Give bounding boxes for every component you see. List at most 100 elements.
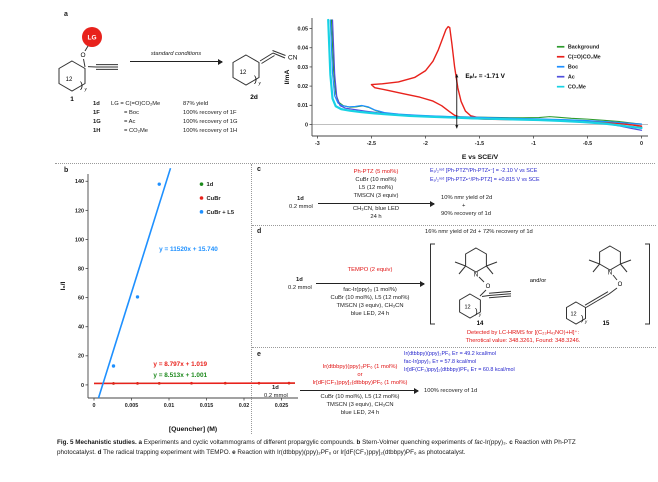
svg-text:Boc: Boc <box>568 65 578 71</box>
svg-text:0.02: 0.02 <box>298 84 309 90</box>
methyl-3 <box>486 261 498 267</box>
allene-double-2a <box>585 300 598 308</box>
svg-text:140: 140 <box>75 179 84 185</box>
n-atom-label: N <box>474 273 478 279</box>
substrate-amount-c: 0.2 mmol <box>289 204 313 210</box>
methyl-4 <box>486 265 494 275</box>
reagent-l5-c: L5 (12 mol%) <box>358 185 394 191</box>
allene-double-1a <box>259 52 274 62</box>
row-1d-lg: LG = C(=O)CO₂Me <box>111 101 161 107</box>
allene-double-2a <box>272 52 286 59</box>
ring-size-label: 12 <box>464 305 470 311</box>
compound-15-label: 15 <box>603 321 610 327</box>
row-1g-lg: = Ac <box>124 119 136 125</box>
lg-badge-circle <box>82 27 102 47</box>
substrate-e: 1d <box>272 385 279 391</box>
result-c-plus: + <box>462 203 466 209</box>
svg-text:0.03: 0.03 <box>298 65 309 71</box>
alkyne-line-2 <box>488 293 512 296</box>
reagent-cubr-c: CuBr (10 mol%) <box>355 177 397 183</box>
svg-text:E vs SCE/V: E vs SCE/V <box>462 154 499 161</box>
svg-text:Eₚ/₂ = -1.71 V: Eₚ/₂ = -1.71 V <box>465 73 505 80</box>
compound-1-label: 1 <box>70 96 74 103</box>
methyl-1 <box>454 261 466 267</box>
stern-volmer-chart: 0 0.005 0.01 0.015 0.02 0.025 0 20 40 60 80 100 120 1… <box>60 167 298 433</box>
reaction-arrow-c <box>318 200 435 207</box>
methyl-1 <box>588 259 600 265</box>
ring-bracket: ) <box>254 74 257 84</box>
reagent-d-0: fac-Ir(ppy)₃ (1 mol%) <box>343 287 397 293</box>
tempo-adducts-drawing: N O 12 ) y 14 and/or N O <box>430 243 650 327</box>
right-bracket <box>645 243 650 325</box>
panel-b-label: b <box>64 167 69 174</box>
figure-caption: Fig. 5 Mechanistic studies. a Experiment… <box>57 439 576 457</box>
allene-double-1a <box>596 293 610 302</box>
svg-text:1d: 1d <box>207 182 214 188</box>
photocatalyst-1: Ir(dtbbpy)(ppy)₂PF₆ (1 mol%) <box>322 364 398 370</box>
allene-double-1b <box>261 55 275 64</box>
panel-e-label: e <box>257 351 261 358</box>
potential-1: E₁/₂ʳᵉᵈ [Ph-PTZ*/Ph-PTZ•⁻] = -2.10 V vs … <box>430 168 538 174</box>
left-bracket <box>430 243 435 325</box>
cyclohexane-ring <box>232 54 260 86</box>
substrate-amount-e: 0.2 mmol <box>264 393 288 399</box>
svg-text:C(=O)CO₂Me: C(=O)CO₂Me <box>568 55 601 61</box>
photocatalyst-or: or <box>357 372 363 378</box>
svg-text:20: 20 <box>78 354 84 360</box>
yield-line-d: 16% nmr yield of 2d + 72% recovery of 1d <box>425 229 533 235</box>
bond-n-o <box>478 276 485 283</box>
alkyne-line-3 <box>488 295 512 299</box>
allene-double-1b <box>595 291 609 300</box>
time-c: 24 h <box>370 214 382 220</box>
substrate-d: 1d <box>296 277 303 283</box>
svg-text:0.01: 0.01 <box>164 403 175 409</box>
structure-2d-drawing: 12 ) y CN 2d <box>232 50 298 101</box>
o-atom-label: O <box>80 52 85 59</box>
svg-text:0.04: 0.04 <box>298 46 309 52</box>
standard-conditions-label: standard conditions <box>150 51 202 57</box>
ring-bracket: ) <box>80 80 83 90</box>
svg-text:y = 11520x + 15.740: y = 11520x + 15.740 <box>159 246 218 253</box>
svg-text:-0.5: -0.5 <box>583 141 592 147</box>
svg-text:0: 0 <box>640 141 643 147</box>
reagent-d-3: blue LED, 24 h <box>350 311 390 317</box>
reaction-arrow-e <box>300 387 419 394</box>
ring-size-label: 12 <box>240 70 247 76</box>
svg-text:0.015: 0.015 <box>200 403 214 409</box>
compound-14-label: 14 <box>477 321 484 327</box>
cyclohexane-ring <box>459 293 481 319</box>
bond-lg-o <box>84 45 89 52</box>
row-1f-lg: = Boc <box>124 110 139 116</box>
energy-1: Ir(dtbbpy)(ppy)₂PF₆ Eᴛ = 49.2 kcal/mol <box>404 351 496 357</box>
svg-text:0.05: 0.05 <box>298 26 309 32</box>
ring-sub-label: y <box>84 87 88 92</box>
solvent-c: CH₃CN, blue LED <box>352 206 400 212</box>
reagent-e-1: TMSCN (3 equiv), CH₃CN <box>326 402 394 408</box>
tempo-ring <box>599 245 621 271</box>
allene-double-2b <box>584 298 597 306</box>
divider-top <box>55 163 655 164</box>
svg-text:y = 8.513x + 1.001: y = 8.513x + 1.001 <box>153 372 207 379</box>
svg-text:120: 120 <box>75 208 84 214</box>
divider-vertical <box>251 164 252 434</box>
svg-text:0.005: 0.005 <box>125 403 139 409</box>
row-1f-result: 100% recovery of 1F <box>183 110 237 116</box>
svg-text:-2.5: -2.5 <box>367 141 376 147</box>
reaction-arrow-a <box>130 58 223 65</box>
bond-o-c <box>479 289 487 297</box>
row-1h-lg: = CO₂Me <box>124 128 148 134</box>
reagent-tmscn-c: TMSCN (3 equiv) <box>353 193 399 199</box>
panel-c-label: c <box>257 166 261 173</box>
svg-text:Ac: Ac <box>568 75 575 81</box>
row-1g-id: 1G <box>93 119 101 125</box>
ring-size-label: 12 <box>66 77 73 83</box>
bond-o-c <box>83 58 86 68</box>
svg-text:-1: -1 <box>531 141 536 147</box>
row-1d-result: 87% yield <box>183 101 209 107</box>
allene-double-2b <box>272 50 286 56</box>
svg-text:0.01: 0.01 <box>298 103 309 109</box>
cyclic-voltammogram-chart: -3 -2.5 -2 -1.5 -1 -0.5 0 0 0.01 0.02 0.03 0.04 0.05… <box>284 18 648 161</box>
ring-1: 12 ) y <box>58 60 118 92</box>
cn-label: CN <box>288 55 298 62</box>
